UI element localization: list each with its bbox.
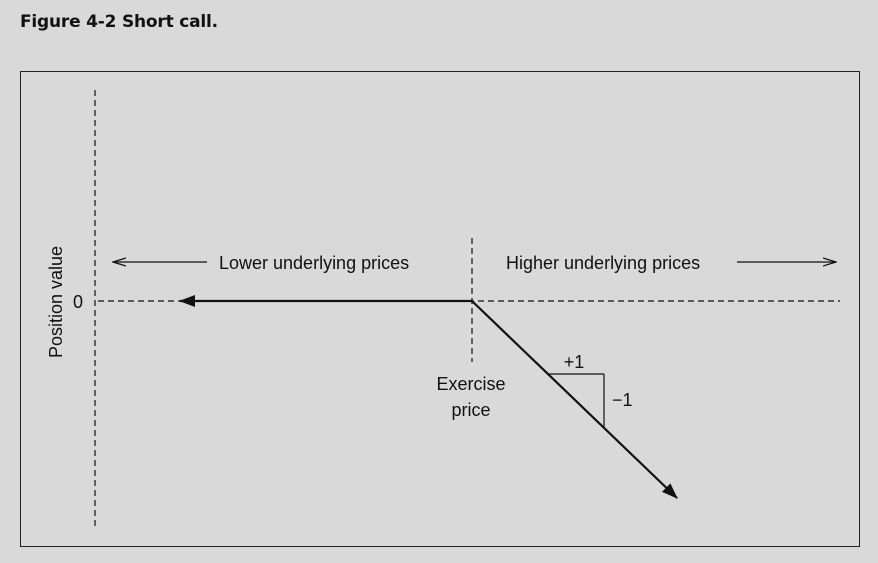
diagram-panel bbox=[20, 71, 860, 547]
y-axis-label: Position value bbox=[46, 246, 66, 358]
slope-rise-label: −1 bbox=[612, 390, 633, 410]
zero-label: 0 bbox=[73, 292, 83, 312]
higher-prices-label: Higher underlying prices bbox=[506, 253, 700, 273]
payoff-sloped-segment bbox=[471, 300, 678, 499]
exercise-price-label-line1: Exercise bbox=[436, 374, 505, 394]
figure-title: Figure 4-2 Short call. bbox=[20, 12, 218, 32]
lower-prices-label: Lower underlying prices bbox=[219, 253, 409, 273]
slope-run-label: +1 bbox=[564, 352, 585, 372]
exercise-price-label-line2: price bbox=[451, 400, 490, 420]
